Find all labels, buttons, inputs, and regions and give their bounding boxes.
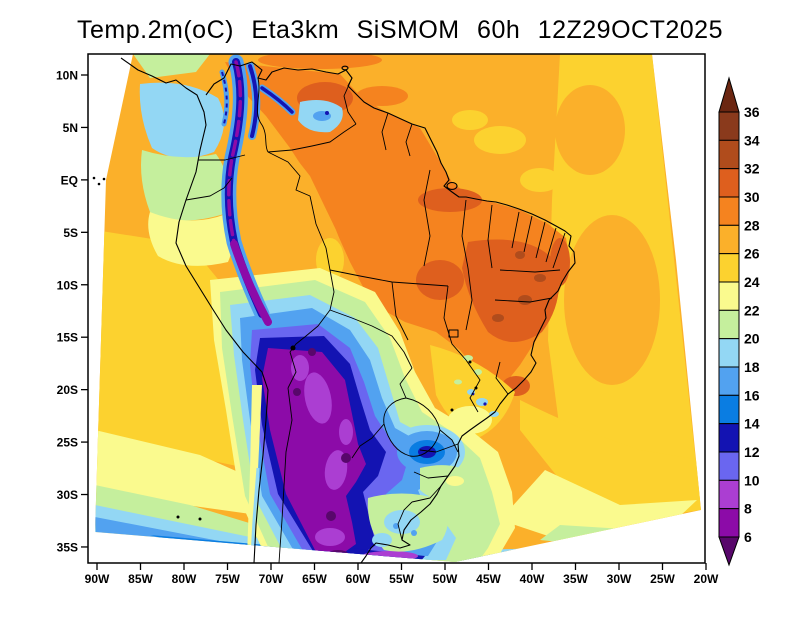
temperature-field bbox=[88, 51, 708, 566]
colorbar-tick-label: 34 bbox=[744, 132, 760, 148]
colorbar-segment bbox=[719, 225, 739, 253]
lon-tick-label: 65W bbox=[302, 572, 327, 586]
lon-tick-label: 35W bbox=[563, 572, 588, 586]
colorbar-segment bbox=[719, 140, 739, 168]
colorbar-tick-label: 24 bbox=[744, 274, 760, 290]
weather-map-page: Temp.2m(oC) Eta3km SiSMOM 60h 12Z29OCT20… bbox=[0, 0, 800, 618]
lat-tick-label: 30S bbox=[57, 488, 78, 502]
lon-tick-label: 20W bbox=[694, 572, 719, 586]
colorbar-tick-label: 14 bbox=[744, 416, 760, 432]
colorbar-tick-label: 30 bbox=[744, 189, 760, 205]
colorbar-tick-label: 8 bbox=[744, 501, 752, 517]
colorbar-tick-label: 32 bbox=[744, 161, 760, 177]
colorbar-segment bbox=[719, 480, 739, 508]
colorbar-tick-label: 16 bbox=[744, 387, 760, 403]
colorbar-segment bbox=[719, 169, 739, 197]
lat-tick-label: 5S bbox=[63, 226, 78, 240]
colorbar-segment bbox=[719, 197, 739, 225]
lon-tick-label: 25W bbox=[650, 572, 675, 586]
colorbar-segment bbox=[719, 339, 739, 367]
colorbar-tick-label: 18 bbox=[744, 359, 760, 375]
colorbar-tick-label: 12 bbox=[744, 444, 760, 460]
lon-tick-label: 90W bbox=[85, 572, 110, 586]
temperature-colorbar: 36 34 32 30 28 26 24 22 20 18 16 14 12 10 8 6 bbox=[719, 78, 760, 565]
lon-tick-label: 45W bbox=[476, 572, 501, 586]
colorbar-tick-label: 6 bbox=[744, 529, 752, 545]
colorbar-segment bbox=[719, 424, 739, 452]
colorbar-tick-label: 10 bbox=[744, 472, 760, 488]
colorbar-segment bbox=[719, 395, 739, 423]
lat-tick-label: 5N bbox=[63, 121, 78, 135]
colorbar-below-range-arrow bbox=[719, 537, 739, 565]
colorbar-tick-label: 22 bbox=[744, 302, 760, 318]
lat-tick-label: 10S bbox=[57, 278, 78, 292]
lat-tick-label: EQ bbox=[61, 173, 78, 187]
colorbar-segment bbox=[719, 254, 739, 282]
colorbar-tick-label: 28 bbox=[744, 217, 760, 233]
lat-tick-label: 10N bbox=[56, 69, 78, 83]
lon-tick-label: 85W bbox=[128, 572, 153, 586]
colorbar-tick-label: 36 bbox=[744, 104, 760, 120]
lon-tick-label: 55W bbox=[389, 572, 414, 586]
colorbar-segment bbox=[719, 367, 739, 395]
lon-tick-label: 60W bbox=[346, 572, 371, 586]
colorbar-segment bbox=[719, 282, 739, 310]
lon-tick-label: 50W bbox=[433, 572, 458, 586]
lat-tick-label: 25S bbox=[57, 436, 78, 450]
lon-tick-label: 80W bbox=[172, 572, 197, 586]
lat-tick-label: 35S bbox=[57, 540, 78, 554]
lat-tick-label: 20S bbox=[57, 383, 78, 397]
colorbar-segment bbox=[719, 452, 739, 480]
lon-tick-label: 70W bbox=[259, 572, 284, 586]
lon-tick-label: 40W bbox=[520, 572, 545, 586]
colorbar-tick-label: 26 bbox=[744, 246, 760, 262]
latitude-axis: 10N 5N EQ 5S 10S 15S 20S 25S 30S 35S bbox=[56, 69, 88, 555]
colorbar-above-range-arrow bbox=[719, 78, 739, 112]
map-plot-canvas: 10N 5N EQ 5S 10S 15S 20S 25S 30S 35S 90W 85W 80W 75W… bbox=[0, 0, 800, 618]
colorbar-segment bbox=[719, 509, 739, 537]
colorbar-tick-label: 20 bbox=[744, 331, 760, 347]
lon-tick-label: 30W bbox=[607, 572, 632, 586]
lat-tick-label: 15S bbox=[57, 331, 78, 345]
colorbar-segment bbox=[719, 310, 739, 338]
colorbar-segment bbox=[719, 112, 739, 140]
lon-tick-label: 75W bbox=[215, 572, 240, 586]
longitude-axis: 90W 85W 80W 75W 70W 65W 60W 55W 50W 45W 40W 35W 30W 2… bbox=[85, 563, 719, 586]
